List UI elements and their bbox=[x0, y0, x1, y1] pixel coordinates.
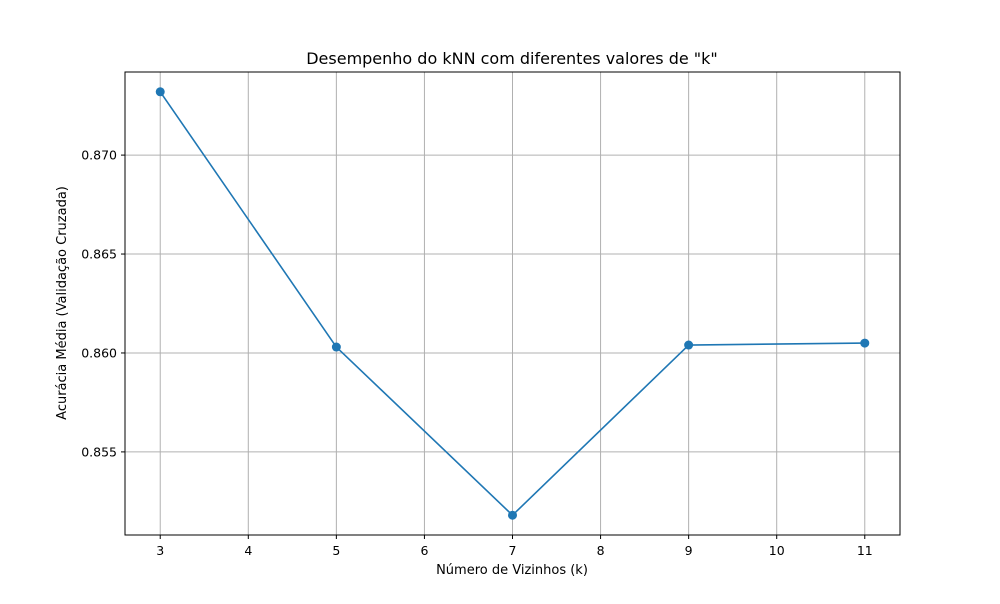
plot-area-frame bbox=[124, 71, 901, 536]
data-points bbox=[155, 87, 870, 520]
data-point-marker bbox=[860, 338, 870, 348]
y-tick-label: 0.855 bbox=[81, 444, 117, 459]
data-point-marker bbox=[155, 87, 165, 97]
x-tick-label: 9 bbox=[685, 543, 693, 558]
x-tick-label: 10 bbox=[769, 543, 785, 558]
x-tick-label: 7 bbox=[509, 543, 517, 558]
x-tick-label: 8 bbox=[597, 543, 605, 558]
data-point-marker bbox=[331, 342, 341, 352]
grid-lines bbox=[125, 72, 900, 535]
y-tick-label: 0.865 bbox=[81, 247, 117, 262]
x-tick-label: 11 bbox=[857, 543, 873, 558]
data-point-marker bbox=[508, 510, 517, 520]
x-axis-label: Número de Vizinhos (k) bbox=[436, 563, 588, 578]
y-axis-label: Acurácia Média (Validação Cruzada) bbox=[55, 186, 70, 420]
x-tick-label: 4 bbox=[244, 543, 252, 558]
x-tick-label: 6 bbox=[420, 543, 428, 558]
y-tick-label: 0.870 bbox=[81, 148, 117, 163]
x-tick-label: 5 bbox=[332, 543, 340, 558]
axis-ticks: 3 4 5 6 7 8 9 10 11 0.855 0.860 0.865 0.870 bbox=[81, 148, 873, 558]
chart-title: Desempenho do kNN com diferentes valores… bbox=[306, 49, 718, 68]
y-tick-label: 0.860 bbox=[81, 345, 117, 360]
x-tick-label: 3 bbox=[156, 543, 164, 558]
data-point-marker bbox=[684, 340, 694, 350]
